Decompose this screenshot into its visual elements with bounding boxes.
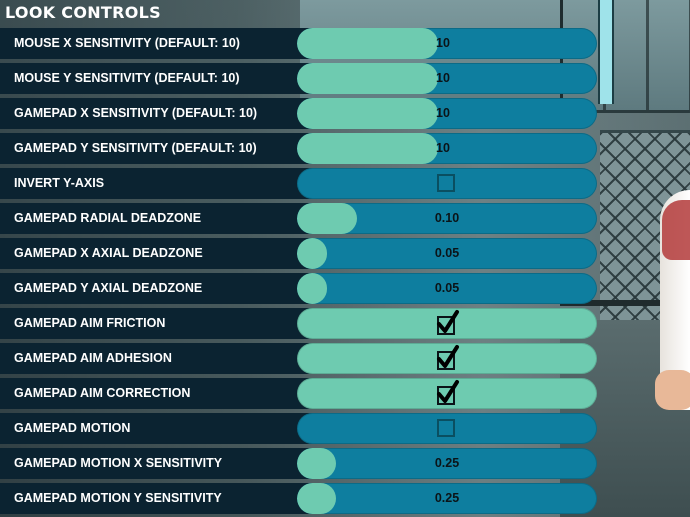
setting-row[interactable]: GAMEPAD MOTION X SENSITIVITY 0.25 [0, 448, 600, 479]
setting-row[interactable]: GAMEPAD Y SENSITIVITY (DEFAULT: 10) 10 [0, 133, 600, 164]
slider-value: 10 [436, 71, 450, 85]
setting-row[interactable]: GAMEPAD X AXIAL DEADZONE 0.05 [0, 238, 600, 269]
setting-label: INVERT Y-AXIS [0, 168, 330, 199]
setting-slider[interactable]: 0.05 [297, 238, 597, 269]
setting-checkbox-track[interactable] [297, 413, 597, 444]
slider-fill[interactable] [297, 63, 438, 94]
setting-slider[interactable]: 0.05 [297, 273, 597, 304]
setting-row[interactable]: INVERT Y-AXIS [0, 168, 600, 199]
setting-slider[interactable]: 0.25 [297, 448, 597, 479]
slider-fill[interactable] [297, 483, 336, 514]
slider-fill[interactable] [297, 203, 357, 234]
setting-slider[interactable]: 0.10 [297, 203, 597, 234]
setting-label: GAMEPAD AIM CORRECTION [0, 378, 330, 409]
slider-fill[interactable] [297, 133, 438, 164]
slider-value: 10 [436, 141, 450, 155]
setting-label: GAMEPAD MOTION X SENSITIVITY [0, 448, 330, 479]
slider-value: 10 [436, 36, 450, 50]
slider-fill[interactable] [297, 28, 438, 59]
setting-slider[interactable]: 10 [297, 63, 597, 94]
slider-fill[interactable] [297, 273, 327, 304]
setting-slider[interactable]: 10 [297, 28, 597, 59]
slider-value: 0.25 [434, 456, 460, 470]
setting-row[interactable]: GAMEPAD X SENSITIVITY (DEFAULT: 10) 10 [0, 98, 600, 129]
setting-row[interactable]: GAMEPAD MOTION [0, 413, 600, 444]
background-pillar [598, 0, 614, 104]
empty-checkbox-icon[interactable] [437, 174, 455, 192]
slider-fill[interactable] [297, 448, 336, 479]
setting-slider[interactable]: 0.25 [297, 483, 597, 514]
setting-label: GAMEPAD X SENSITIVITY (DEFAULT: 10) [0, 98, 330, 129]
empty-checkbox-icon[interactable] [437, 419, 455, 437]
setting-label: MOUSE X SENSITIVITY (DEFAULT: 10) [0, 28, 330, 59]
player-character-sleeve [662, 200, 690, 260]
setting-slider[interactable]: 10 [297, 98, 597, 129]
setting-label: GAMEPAD Y AXIAL DEADZONE [0, 273, 330, 304]
setting-label: GAMEPAD Y SENSITIVITY (DEFAULT: 10) [0, 133, 330, 164]
setting-label: GAMEPAD X AXIAL DEADZONE [0, 238, 330, 269]
checkmark-icon[interactable] [435, 309, 461, 337]
setting-label: GAMEPAD AIM FRICTION [0, 308, 330, 339]
player-character-hand [655, 370, 690, 410]
setting-label: GAMEPAD RADIAL DEADZONE [0, 203, 330, 234]
slider-fill[interactable] [297, 98, 438, 129]
slider-value: 0.25 [434, 491, 460, 505]
setting-row[interactable]: GAMEPAD MOTION Y SENSITIVITY 0.25 [0, 483, 600, 514]
setting-row[interactable]: MOUSE Y SENSITIVITY (DEFAULT: 10) 10 [0, 63, 600, 94]
setting-row[interactable]: MOUSE X SENSITIVITY (DEFAULT: 10) 10 [0, 28, 600, 59]
setting-row[interactable]: GAMEPAD AIM ADHESION [0, 343, 600, 374]
slider-value: 0.05 [434, 246, 460, 260]
checkmark-icon[interactable] [435, 344, 461, 372]
setting-row[interactable]: GAMEPAD RADIAL DEADZONE 0.10 [0, 203, 600, 234]
setting-label: MOUSE Y SENSITIVITY (DEFAULT: 10) [0, 63, 330, 94]
setting-label: GAMEPAD AIM ADHESION [0, 343, 330, 374]
checkmark-icon[interactable] [435, 379, 461, 407]
setting-row[interactable]: GAMEPAD Y AXIAL DEADZONE 0.05 [0, 273, 600, 304]
setting-checkbox-track[interactable] [297, 343, 597, 374]
background-rail [560, 300, 690, 306]
slider-value: 0.10 [434, 211, 460, 225]
setting-row[interactable]: GAMEPAD AIM CORRECTION [0, 378, 600, 409]
setting-label: GAMEPAD MOTION [0, 413, 330, 444]
setting-label: GAMEPAD MOTION Y SENSITIVITY [0, 483, 330, 514]
setting-slider[interactable]: 10 [297, 133, 597, 164]
setting-row[interactable]: GAMEPAD AIM FRICTION [0, 308, 600, 339]
slider-value: 10 [436, 106, 450, 120]
slider-value: 0.05 [434, 281, 460, 295]
setting-checkbox-track[interactable] [297, 308, 597, 339]
setting-checkbox-track[interactable] [297, 168, 597, 199]
setting-checkbox-track[interactable] [297, 378, 597, 409]
slider-fill[interactable] [297, 238, 327, 269]
menu-title: LOOK CONTROLS [5, 3, 161, 22]
